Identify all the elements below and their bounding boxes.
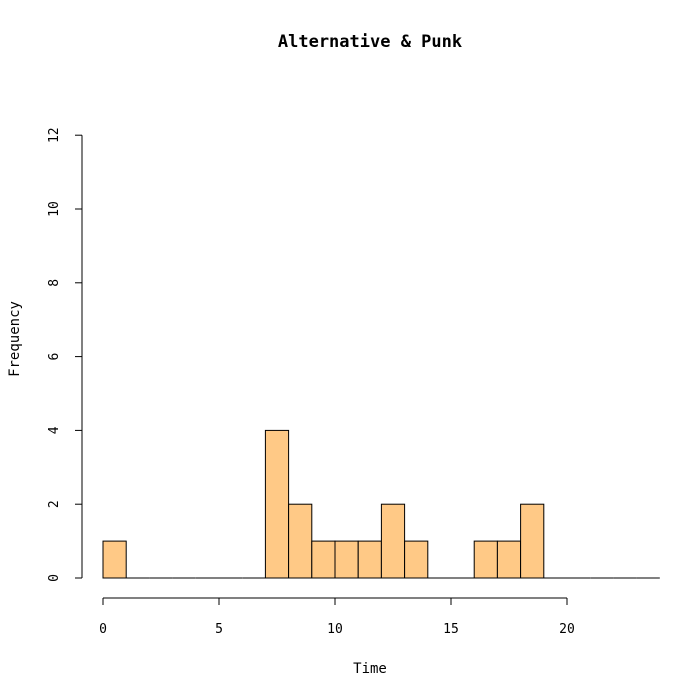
x-axis-label: Time: [353, 661, 387, 677]
histogram-bar: [380, 503, 406, 579]
y-axis-label: Frequency: [7, 301, 23, 377]
histogram-bar: [334, 540, 359, 579]
x-tick-label: 10: [327, 622, 343, 637]
x-tick-label: 15: [443, 622, 459, 637]
histogram-bar: [264, 429, 290, 579]
histogram-bar: [102, 540, 127, 579]
x-tick-label: 20: [559, 622, 575, 637]
histogram-bar: [357, 540, 382, 579]
histogram-bar: [404, 540, 429, 579]
y-tick-label: 0: [47, 574, 62, 582]
y-axis: 0 2 4 6 8 10 12: [47, 127, 83, 582]
histogram-bar: [473, 540, 498, 579]
bars-group: [102, 429, 660, 579]
x-tick-label: 0: [99, 622, 107, 637]
chart-title: Alternative & Punk: [278, 32, 462, 52]
histogram-bar: [496, 540, 522, 579]
x-axis: 0 5 10 15 20: [99, 597, 575, 637]
histogram-bar: [288, 503, 313, 579]
histogram-bar: [520, 503, 545, 579]
y-tick-label: 8: [47, 279, 62, 287]
y-tick-label: 4: [47, 426, 62, 434]
y-tick-label: 6: [47, 353, 62, 361]
y-tick-label: 12: [47, 127, 62, 143]
x-tick-label: 5: [215, 622, 223, 637]
y-tick-label: 10: [47, 201, 62, 217]
y-tick-label: 2: [47, 500, 62, 508]
histogram-bar: [311, 540, 336, 579]
